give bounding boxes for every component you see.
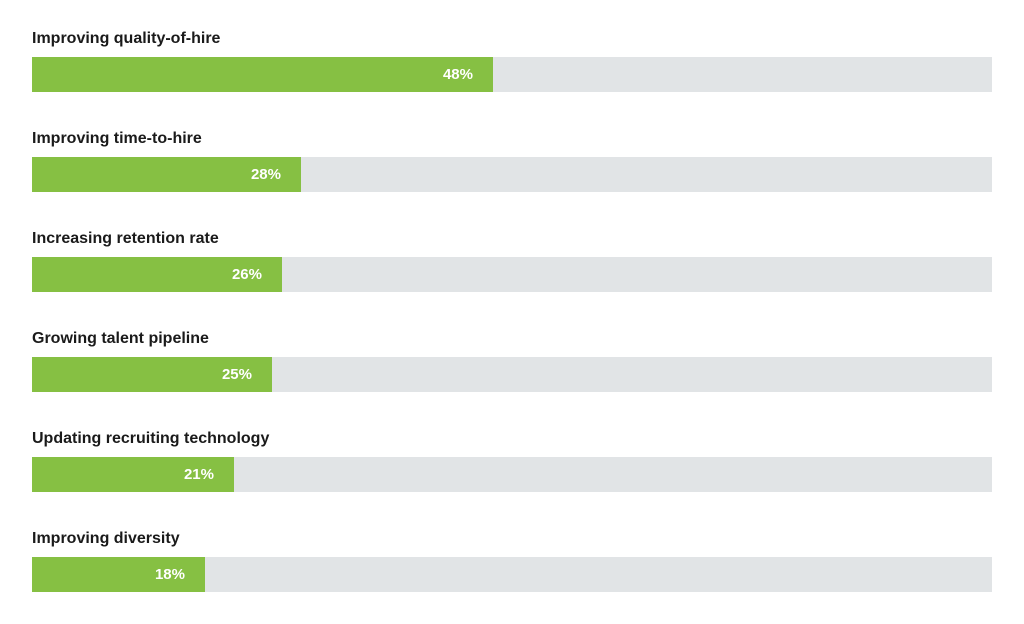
bar [32, 457, 234, 492]
bar-track: 25% [32, 357, 992, 392]
bar [32, 557, 205, 592]
bar [32, 57, 493, 92]
bar-row: Growing talent pipeline 25% [32, 329, 992, 399]
value-label: 26% [231, 266, 262, 283]
bar-track: 28% [32, 157, 992, 192]
bar [32, 357, 272, 392]
value-label: 28% [250, 166, 281, 183]
bar-row: Improving diversity 18% [32, 529, 992, 599]
bar-row: Increasing retention rate 26% [32, 229, 992, 299]
bar-track: 48% [32, 57, 992, 92]
category-label: Improving diversity [32, 530, 180, 547]
bar-track: 21% [32, 457, 992, 492]
value-label: 48% [442, 66, 473, 83]
bar-row: Updating recruiting technology 21% [32, 429, 992, 499]
bar-row: Improving time-to-hire 28% [32, 129, 992, 199]
value-label: 25% [221, 366, 252, 383]
value-label: 21% [183, 466, 214, 483]
category-label: Improving time-to-hire [32, 130, 202, 147]
category-label: Increasing retention rate [32, 230, 219, 247]
category-label: Growing talent pipeline [32, 330, 209, 347]
bar [32, 257, 282, 292]
value-label: 18% [154, 566, 185, 583]
category-label: Updating recruiting technology [32, 430, 270, 447]
bar-row: Improving quality-of-hire 48% [32, 29, 992, 99]
category-label: Improving quality-of-hire [32, 30, 221, 47]
bar-track: 18% [32, 557, 992, 592]
bar [32, 157, 301, 192]
bar-track: 26% [32, 257, 992, 292]
